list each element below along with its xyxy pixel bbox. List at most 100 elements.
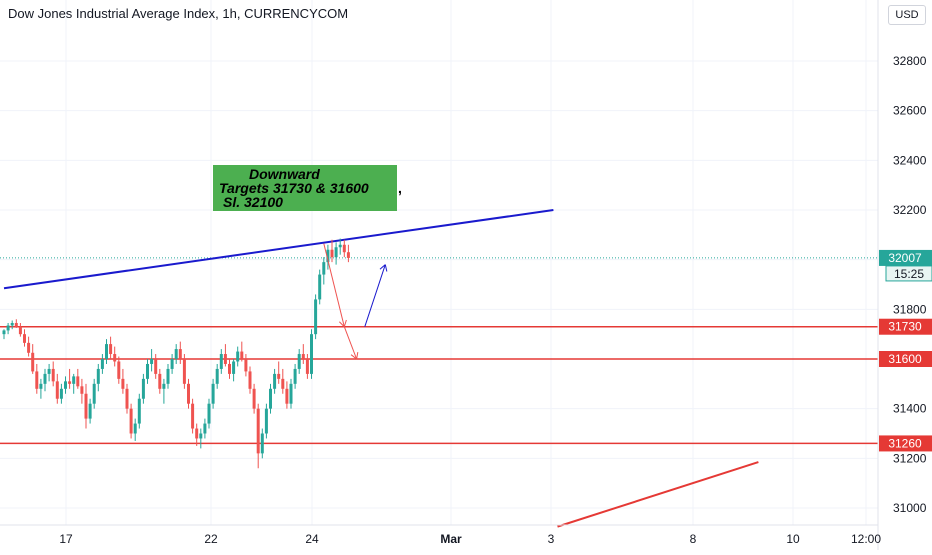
time-axis[interactable]: 17 22 24 Mar 3 8 10 12:00 xyxy=(59,532,881,546)
candle xyxy=(318,269,322,305)
candle-body xyxy=(59,388,63,399)
candle-body xyxy=(100,359,104,369)
candle-body xyxy=(158,373,162,389)
price-tick-label: 32800 xyxy=(893,54,927,68)
candle xyxy=(100,354,104,374)
candle xyxy=(281,368,285,394)
candle xyxy=(228,359,231,379)
candle xyxy=(96,363,100,392)
candle-body xyxy=(43,373,47,384)
price-tick-label: 31000 xyxy=(893,501,927,515)
time-tick-label: 10 xyxy=(786,532,800,546)
candle-body xyxy=(191,403,195,429)
candle xyxy=(80,378,84,404)
candle xyxy=(109,336,113,359)
arrow-head xyxy=(379,264,386,270)
candle xyxy=(273,368,277,394)
candle-body xyxy=(346,252,350,258)
candle xyxy=(293,363,297,389)
candle xyxy=(232,359,236,382)
trend-line-resistance xyxy=(3,209,554,290)
candle xyxy=(35,363,39,394)
projection-arrows[interactable] xyxy=(323,243,388,360)
candle-body xyxy=(154,359,158,374)
candle-body xyxy=(113,354,117,362)
projection-arrow xyxy=(364,264,388,327)
candle xyxy=(215,363,219,389)
candle-body xyxy=(256,408,260,454)
arrow-head xyxy=(356,352,359,360)
candle xyxy=(6,322,10,335)
candle xyxy=(264,403,268,439)
candle xyxy=(59,383,63,404)
candle xyxy=(203,418,207,439)
candle xyxy=(88,398,92,424)
candle xyxy=(141,373,145,404)
candle-body xyxy=(301,354,305,359)
time-tick-label: 8 xyxy=(690,532,697,546)
arrow-head xyxy=(384,264,388,272)
candle xyxy=(297,349,301,374)
candle-body xyxy=(281,378,285,389)
candle-body xyxy=(72,376,76,384)
candle-body xyxy=(76,376,80,387)
candle-body xyxy=(252,388,256,409)
candle xyxy=(289,378,293,409)
candle xyxy=(223,344,227,367)
candle-body xyxy=(236,351,240,362)
projection-arrow xyxy=(343,326,359,360)
candle xyxy=(342,239,346,258)
candle xyxy=(334,242,338,265)
candle xyxy=(92,378,96,409)
candle-body xyxy=(68,381,72,384)
candle-body xyxy=(211,383,215,404)
candle-body xyxy=(293,368,297,384)
candle xyxy=(23,329,26,347)
candle xyxy=(166,363,170,389)
last-price-tag xyxy=(879,249,932,266)
candle-body xyxy=(207,403,211,424)
trend-lines[interactable] xyxy=(3,209,759,528)
price-tick-label: 32200 xyxy=(893,203,927,217)
candle xyxy=(252,383,256,414)
annotation-note[interactable]: Downward Targets 31730 & 31600 Sl. 32100 xyxy=(213,165,397,211)
candle xyxy=(31,344,35,374)
candle xyxy=(322,257,326,285)
annotation-trailing-mark: , xyxy=(398,180,402,196)
candle-body xyxy=(215,368,219,384)
candle-body xyxy=(170,359,174,369)
candle xyxy=(301,344,305,364)
candle-body xyxy=(277,373,281,379)
candle xyxy=(305,354,309,379)
candle xyxy=(39,378,43,399)
candle-body xyxy=(264,408,268,434)
candle xyxy=(314,294,318,340)
candle-body xyxy=(109,344,113,355)
candle xyxy=(121,368,125,394)
candle-body xyxy=(31,352,35,372)
candle-body xyxy=(223,354,227,364)
price-tick-label: 31200 xyxy=(893,451,927,465)
candle-body xyxy=(35,371,39,389)
candle-body xyxy=(232,361,236,374)
candle-body xyxy=(47,368,51,374)
candle xyxy=(174,344,178,364)
candle xyxy=(64,376,67,394)
candle xyxy=(150,349,154,372)
candle-body xyxy=(334,247,338,258)
candle-body xyxy=(314,299,318,335)
price-level-tag-label: 31260 xyxy=(888,436,922,450)
candle xyxy=(244,354,248,377)
time-tick-label: Mar xyxy=(440,532,462,546)
candle xyxy=(310,329,313,379)
candle xyxy=(76,368,80,389)
candle-body xyxy=(187,383,190,404)
candle-body xyxy=(330,249,334,258)
currency-button[interactable]: USD xyxy=(888,5,926,25)
candle xyxy=(182,354,186,389)
candle xyxy=(277,361,281,384)
candle-body xyxy=(342,244,346,253)
candle xyxy=(43,368,47,392)
